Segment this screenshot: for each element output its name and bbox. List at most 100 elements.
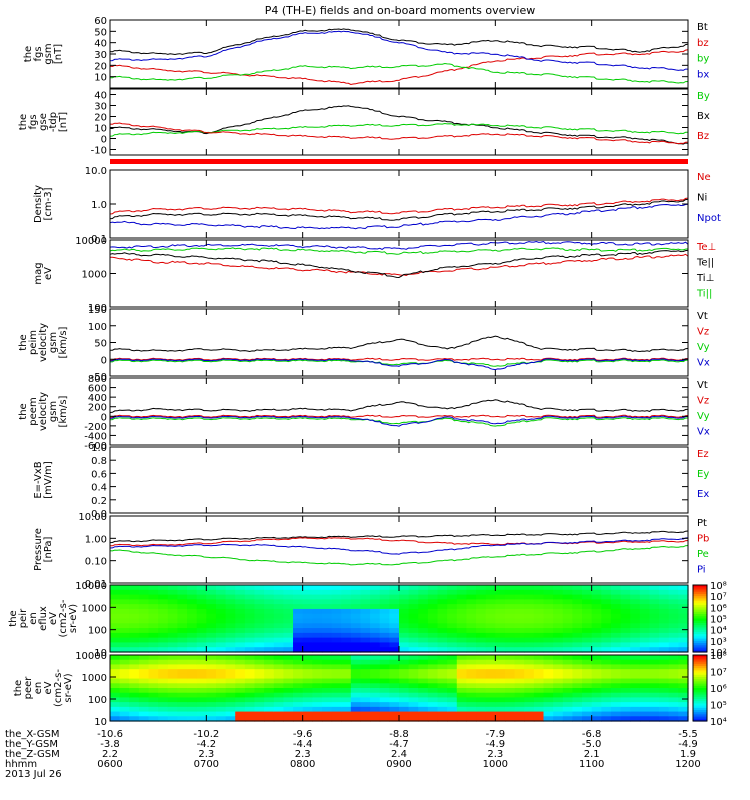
heatmap-cell: [610, 632, 622, 639]
separator-band: [110, 159, 688, 164]
heatmap-cell: [562, 706, 573, 713]
heatmap-cell: [293, 599, 304, 605]
heatmap-cell: [591, 669, 602, 675]
heatmap-cell: [273, 589, 284, 596]
heatmap-cell: [283, 711, 294, 717]
heatmap-cell: [476, 623, 487, 629]
heatmap-cell: [649, 628, 660, 634]
heatmap-cell: [129, 659, 140, 666]
heatmap-cell: [485, 637, 496, 644]
heatmap-cell: [119, 594, 130, 600]
heatmap-cell: [418, 618, 429, 624]
heatmap-cell: [437, 688, 448, 694]
heatmap-cell: [215, 623, 227, 629]
heatmap-cell: [591, 613, 602, 620]
heatmap-cell: [408, 599, 419, 605]
heatmap-cell: [485, 692, 496, 699]
heatmap-cell: [167, 659, 179, 666]
heatmap-cell: [158, 673, 169, 680]
series-line-Vz: [110, 357, 689, 361]
heatmap-cell: [591, 688, 602, 694]
heatmap-cell: [572, 618, 583, 624]
heatmap-cell: [350, 623, 362, 629]
heatmap-cell: [110, 594, 121, 600]
heatmap-cell: [485, 599, 496, 605]
heatmap-cell: [678, 594, 689, 600]
heatmap-cell: [620, 623, 631, 629]
heatmap-cell: [360, 589, 371, 596]
heatmap-cell: [321, 623, 333, 629]
heatmap-cell: [167, 702, 179, 708]
y-tick-label: 1.00: [85, 534, 107, 545]
heatmap-cell: [321, 655, 333, 661]
heatmap-cell: [514, 716, 525, 722]
heatmap-cell: [158, 604, 169, 610]
heatmap-cell: [485, 613, 496, 620]
heatmap-cell: [187, 628, 198, 634]
heatmap-cell: [350, 711, 362, 717]
heatmap-cell: [543, 628, 554, 634]
y-tick-label: 0.2: [91, 496, 107, 507]
axis-row-value: -4.2: [197, 739, 217, 750]
heatmap-cell: [678, 618, 689, 624]
heatmap-cell: [601, 608, 612, 615]
heatmap-cell: [215, 589, 227, 596]
heatmap-cell: [418, 604, 429, 610]
heatmap-cell: [543, 599, 554, 605]
heatmap-cell: [244, 659, 256, 666]
series-line-Vt: [109, 399, 689, 413]
y-tick-label: 800: [88, 374, 107, 385]
panel-frame: [109, 515, 689, 584]
heatmap-cell: [601, 683, 612, 689]
heatmap-cell: [466, 688, 477, 694]
heatmap-cell: [215, 585, 227, 591]
heatmap-cell: [649, 702, 660, 708]
heatmap-cell: [447, 613, 458, 620]
heatmap-cell: [553, 585, 564, 591]
axis-row-value: -6.8: [582, 729, 602, 740]
heatmap-cell: [225, 628, 236, 634]
heatmap-cell: [408, 697, 419, 703]
heatmap-cell: [427, 637, 439, 644]
legend-label: by: [697, 54, 709, 65]
axis-row-value: -7.9: [486, 729, 506, 740]
heatmap-cell: [553, 628, 564, 634]
axis-row-value: -3.8: [100, 739, 120, 750]
heatmap-cell: [610, 659, 622, 666]
heatmap-cell: [447, 673, 458, 680]
heatmap-cell: [524, 632, 535, 639]
series-line-Pb: [110, 537, 689, 547]
heatmap-cell: [312, 697, 323, 703]
heatmap-cell: [524, 683, 535, 689]
colorbar-cell: [693, 659, 707, 663]
date-label: 2013 Jul 26: [5, 769, 62, 780]
heatmap-cell: [148, 692, 159, 699]
y-axis-label: Density[cm-3]: [33, 185, 54, 223]
heatmap-cell: [254, 599, 265, 605]
heatmap-cell: [158, 669, 169, 675]
heatmap-cell: [408, 711, 419, 717]
heatmap-cell: [418, 647, 429, 653]
heatmap-cell: [215, 711, 227, 717]
heatmap-cell: [341, 613, 352, 620]
heatmap-cell: [524, 604, 535, 610]
heatmap-cell: [196, 678, 207, 684]
heatmap-cell: [630, 604, 641, 610]
heatmap-cell: [264, 623, 275, 629]
heatmap-cell: [466, 655, 477, 661]
heatmap-cell: [476, 664, 487, 670]
heatmap-cell: [668, 632, 679, 639]
heatmap-cell: [466, 659, 477, 666]
heatmap-cell: [321, 683, 333, 689]
heatmap-cell: [591, 683, 602, 689]
heatmap-cell: [447, 664, 458, 670]
heatmap-cell: [273, 669, 284, 675]
heatmap-cell: [283, 623, 294, 629]
heatmap-cell: [572, 706, 583, 713]
heatmap-cell: [399, 655, 410, 661]
heatmap-cell: [562, 697, 573, 703]
heatmap-cell: [553, 618, 564, 624]
heatmap-cell: [138, 613, 150, 620]
heatmap-cell: [514, 632, 525, 639]
